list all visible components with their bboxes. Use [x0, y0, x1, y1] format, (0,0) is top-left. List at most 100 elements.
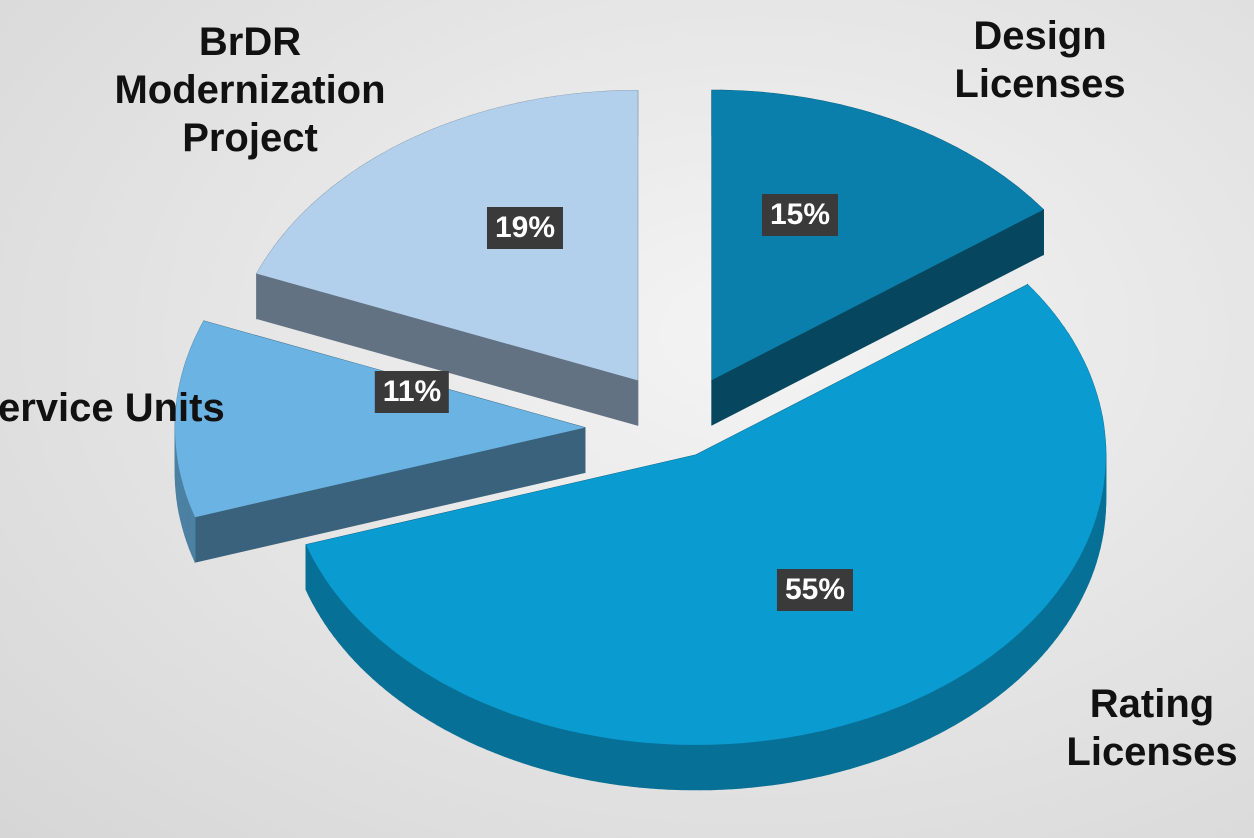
slice-side — [1018, 627, 1026, 680]
slice-side — [428, 674, 438, 726]
value-label: 15% — [761, 194, 839, 236]
slice-side — [308, 551, 314, 604]
slice-side — [669, 743, 681, 791]
slice-side — [991, 649, 1000, 702]
slice-side — [810, 730, 822, 779]
slice-side — [338, 596, 345, 650]
slice-side — [912, 696, 922, 747]
slice-side — [579, 732, 590, 781]
slice-side — [791, 734, 802, 783]
slice-side — [1052, 590, 1058, 645]
slice-side — [1057, 583, 1063, 638]
slice-side — [700, 744, 712, 791]
slice-side — [946, 679, 955, 731]
slice — [175, 320, 585, 518]
slice-side — [1024, 621, 1032, 674]
slice-side — [1041, 603, 1048, 657]
slice-side — [495, 707, 505, 757]
slice-side — [781, 736, 792, 785]
slice-side — [191, 510, 196, 563]
value-label: 11% — [374, 371, 450, 413]
slice-side — [839, 723, 850, 772]
slice-side — [659, 743, 671, 790]
slice-side — [877, 711, 887, 761]
slice-side — [929, 688, 939, 739]
slice-side — [1070, 564, 1076, 619]
slice-side — [324, 576, 330, 631]
category-label: Service Units — [0, 386, 225, 430]
slice-side — [550, 725, 561, 775]
slice-side — [256, 273, 639, 426]
slice-side — [420, 669, 430, 721]
slice-side — [560, 728, 571, 777]
slice-side — [477, 699, 488, 750]
slice-side — [599, 736, 610, 784]
slice-side — [569, 730, 581, 779]
slice-side — [689, 744, 701, 791]
slice-side — [460, 691, 470, 743]
slice-side — [503, 710, 514, 761]
slice-side — [771, 738, 782, 786]
value-label: 19% — [486, 207, 564, 249]
slice-side — [405, 659, 415, 712]
slice-side — [305, 544, 310, 597]
slice-side — [961, 669, 971, 722]
slice-side — [372, 632, 380, 685]
slice-side — [522, 717, 533, 767]
slice-side — [359, 620, 367, 674]
slice-side — [954, 674, 963, 726]
value-label: 55% — [776, 569, 854, 611]
slice-side — [886, 707, 896, 758]
category-label: Rating Licenses — [1066, 682, 1238, 774]
slice-side — [720, 743, 732, 790]
slice-side — [1088, 531, 1092, 584]
slice-side — [969, 664, 978, 717]
slice-side — [984, 654, 993, 707]
slice-side — [486, 703, 496, 754]
slice-side — [830, 725, 841, 775]
slice-side — [1011, 632, 1020, 686]
slice-side — [328, 583, 335, 638]
slice-side — [750, 740, 762, 788]
category-label: BrDR Modernization Project — [114, 20, 386, 160]
slice-side — [452, 687, 462, 739]
slice-side — [921, 692, 931, 743]
slice-side — [977, 659, 986, 712]
slice-side — [849, 720, 860, 770]
slice-side — [188, 503, 193, 556]
slice-side — [1036, 609, 1043, 663]
slice-side — [333, 589, 340, 644]
slice-side — [1085, 538, 1089, 591]
slice-side — [540, 723, 552, 772]
slice-side — [413, 664, 422, 716]
slice-side — [730, 742, 742, 790]
slice — [256, 90, 638, 381]
slice-side — [609, 737, 620, 786]
slice-side — [312, 556, 317, 612]
slice — [711, 90, 1044, 381]
slice-side — [589, 734, 600, 783]
slice-side — [740, 741, 752, 789]
slice-side — [1074, 557, 1080, 613]
slice-side — [513, 714, 524, 764]
slice-side — [629, 740, 640, 788]
slice-side — [1078, 551, 1083, 604]
slice-side — [1061, 577, 1068, 632]
category-label: Design Licenses — [954, 14, 1126, 106]
slice-side — [1066, 570, 1072, 626]
slice-side — [348, 608, 356, 662]
slice-side — [391, 648, 400, 701]
slice-side — [468, 696, 479, 747]
slice-side — [1030, 615, 1037, 669]
slice-side — [320, 570, 326, 625]
slice-side — [365, 626, 374, 680]
slice-side — [639, 741, 651, 789]
slice-side — [800, 732, 812, 781]
slice-side — [858, 717, 869, 767]
slice-side — [1047, 596, 1053, 651]
slice-side — [895, 704, 905, 754]
slice-side — [938, 683, 947, 735]
slice-side — [710, 743, 722, 791]
